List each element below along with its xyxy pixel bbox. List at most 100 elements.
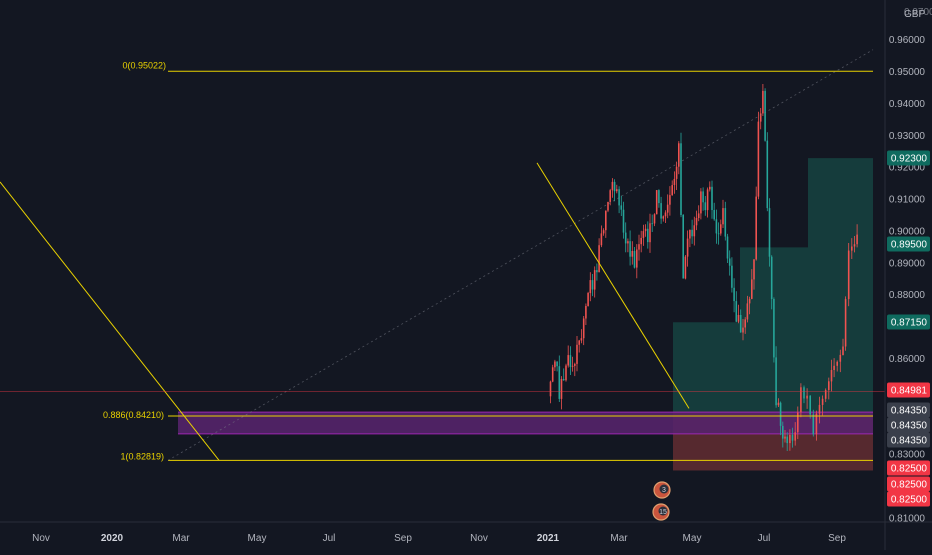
candle-body — [715, 219, 718, 234]
candle-body — [762, 90, 764, 114]
candle-body — [593, 270, 596, 290]
event-badges: 3 15 — [652, 481, 671, 521]
candle-body — [549, 381, 552, 397]
target-zone — [673, 158, 873, 412]
time-tick-label: Sep — [828, 533, 846, 544]
candle-body — [602, 230, 605, 234]
candle-body — [666, 204, 669, 213]
candle-body — [753, 259, 755, 280]
candle-body — [833, 365, 835, 370]
trendline-left — [0, 181, 220, 461]
price-axis[interactable]: 0.96000 0.95000 0.94000 0.93000 0.92000 0.910… — [887, 35, 930, 524]
price-tag-box — [887, 236, 930, 252]
candle-body — [809, 395, 811, 415]
price-tag-label: 0.84350 — [891, 406, 928, 417]
candle-body — [622, 209, 625, 233]
candle-body — [616, 189, 618, 192]
candle-body — [844, 299, 847, 347]
candle-body — [567, 355, 569, 366]
price-tick-label: 0.92000 — [889, 163, 926, 174]
candle-body — [565, 365, 567, 381]
price-tag-box — [887, 460, 930, 476]
candle-body — [711, 186, 713, 210]
price-tag-label: 0.92300 — [891, 154, 928, 165]
candle-body — [678, 143, 680, 167]
candle-body — [673, 178, 676, 185]
candle-body — [585, 306, 587, 319]
candle-body — [746, 303, 749, 320]
price-tick-label: 0.91000 — [889, 195, 926, 206]
candle-body — [613, 181, 616, 192]
candle-body — [587, 293, 589, 306]
candle-body — [759, 113, 762, 122]
candle-body — [556, 361, 558, 367]
event-badge-count: 15 — [659, 509, 667, 516]
candle-body — [684, 256, 687, 279]
candle-body — [739, 315, 742, 333]
candle-body — [662, 216, 665, 219]
candle-body — [735, 301, 738, 322]
candle-body — [830, 370, 833, 382]
candle-body — [640, 237, 642, 245]
candle-body — [589, 280, 592, 294]
candle-body — [558, 366, 561, 399]
candle-body — [620, 205, 623, 210]
candle-body — [800, 387, 802, 413]
price-tag-label: 0.89500 — [891, 240, 928, 251]
candle-body — [569, 355, 572, 367]
candle-body — [651, 223, 653, 225]
fib-level-label: 0.886(0.84210) — [103, 410, 164, 420]
candle-body — [554, 361, 556, 368]
candle-body — [562, 379, 565, 381]
candle-body — [693, 225, 696, 237]
time-tick-label: Sep — [394, 533, 412, 544]
candle-body — [660, 203, 662, 219]
currency-label: GBP — [904, 9, 925, 20]
demand-zone — [178, 412, 873, 434]
candle-body — [669, 195, 671, 205]
candle-body — [578, 340, 580, 345]
candle-body — [700, 191, 702, 214]
time-tick-label: Nov — [470, 533, 488, 544]
candle-body — [636, 249, 638, 268]
candle-body — [689, 229, 691, 239]
candle-body — [633, 251, 636, 268]
candle-body — [812, 414, 815, 435]
price-tick-label: 0.83000 — [889, 450, 926, 461]
candle-body — [782, 425, 784, 439]
candle-body — [571, 365, 574, 367]
time-tick-label: Jul — [323, 533, 336, 544]
candle-body — [618, 189, 620, 206]
candle-body — [766, 140, 769, 209]
price-tag-box — [887, 491, 930, 507]
time-tick-label: Jul — [758, 533, 771, 544]
time-axis[interactable]: Nov 2020 Mar May Jul Sep Nov 2021 Mar May Jul Sep — [32, 533, 846, 544]
price-tick-label: 0.96000 — [889, 35, 926, 46]
candle-body — [777, 402, 780, 406]
candle-body — [600, 233, 603, 246]
candle-body — [815, 413, 818, 435]
candle-body — [724, 208, 727, 237]
time-tick-label: May — [683, 533, 702, 544]
candle-body — [824, 390, 827, 399]
candle-body — [624, 232, 627, 244]
candle-body — [680, 143, 682, 215]
candle-body — [764, 90, 766, 141]
candle-body — [757, 121, 760, 197]
fib-level-label: 0(0.95022) — [122, 60, 166, 70]
candle-body — [642, 231, 645, 238]
event-badge-count: 3 — [662, 487, 666, 494]
candle-body — [737, 315, 740, 322]
price-tag-box — [887, 402, 930, 418]
candle-body — [591, 280, 594, 290]
price-tag-box — [887, 314, 930, 330]
candle-body — [791, 434, 794, 441]
event-badge-counter-bg — [659, 484, 669, 494]
price-tag-label: 0.87150 — [891, 318, 928, 329]
price-tick-label: 0.90000 — [889, 226, 926, 237]
candle-body — [638, 244, 640, 250]
candle-body — [704, 202, 707, 211]
price-tick-label: 0.95000 — [889, 67, 926, 78]
candle-body — [773, 299, 775, 358]
